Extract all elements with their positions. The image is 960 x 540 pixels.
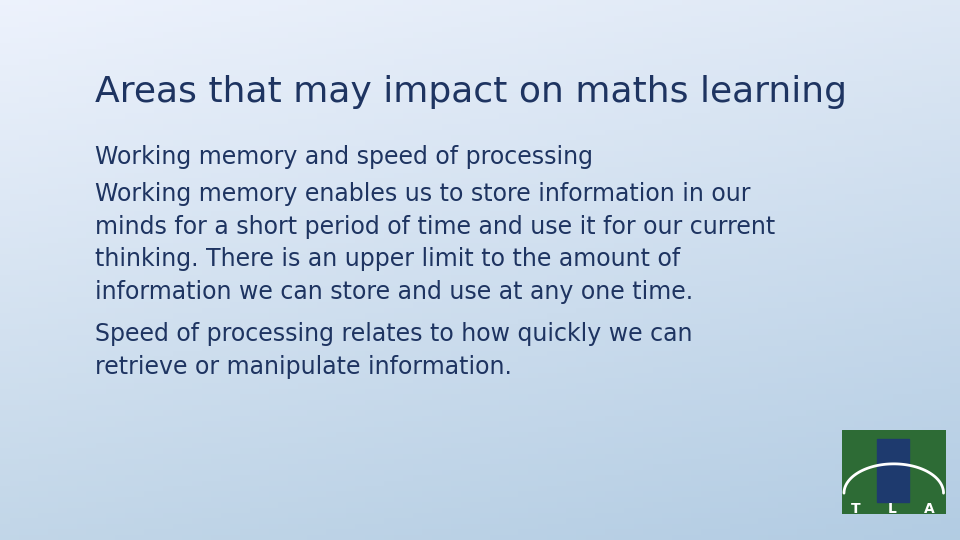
Text: Speed of processing relates to how quickly we can
retrieve or manipulate informa: Speed of processing relates to how quick… (95, 322, 692, 379)
Bar (914, 438, 943, 491)
Text: L: L (888, 502, 897, 516)
Text: Working memory enables us to store information in our
minds for a short period o: Working memory enables us to store infor… (95, 182, 776, 303)
Bar (877, 438, 909, 502)
Bar (845, 438, 871, 482)
Bar (847, 438, 870, 481)
Text: A: A (924, 502, 934, 516)
Text: T: T (851, 502, 860, 516)
Text: Working memory and speed of processing: Working memory and speed of processing (95, 145, 593, 169)
Text: Areas that may impact on maths learning: Areas that may impact on maths learning (95, 75, 847, 109)
